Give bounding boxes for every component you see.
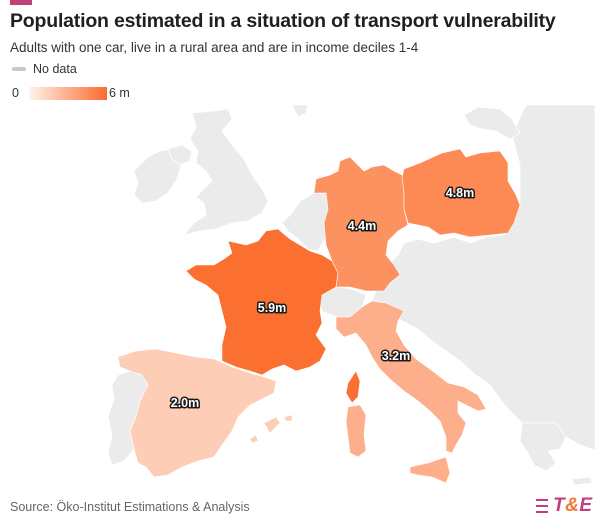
label-italy: 3.2m: [382, 349, 411, 363]
data-countries: [117, 148, 521, 484]
logo-amp: &: [565, 495, 580, 516]
label-poland: 4.8m: [446, 186, 475, 200]
country-crete[interactable]: [571, 476, 593, 486]
te-logo: T&E: [536, 495, 593, 517]
legend-no-data: No data: [12, 62, 77, 76]
brand-accent-bar: [10, 0, 32, 5]
source-note: Source: Öko-Institut Estimations & Analy…: [10, 500, 250, 514]
label-germany: 4.4m: [348, 219, 377, 233]
country-poland[interactable]: [401, 148, 521, 238]
country-balearics[interactable]: [263, 416, 281, 434]
label-spain: 2.0m: [171, 396, 200, 410]
country-denmark[interactable]: [291, 105, 309, 118]
country-baltics[interactable]: [463, 106, 521, 140]
logo-wordmark: T&E: [553, 495, 593, 517]
no-data-countries: [107, 105, 596, 486]
chart-title: Population estimated in a situation of t…: [10, 10, 556, 32]
europe-map: 5.9m 4.8m 4.4m 3.2m 2.0m: [0, 105, 605, 490]
country-balearics-menorca[interactable]: [283, 414, 293, 422]
country-italy[interactable]: [335, 300, 487, 454]
map-svg: 5.9m 4.8m 4.4m 3.2m 2.0m: [107, 105, 596, 486]
scale-min-label: 0: [12, 86, 19, 100]
country-sardinia[interactable]: [345, 404, 367, 458]
scale-max-label: 6 m: [108, 86, 130, 100]
country-united-kingdom[interactable]: [182, 108, 269, 236]
label-france: 5.9m: [258, 301, 287, 315]
country-greece[interactable]: [519, 422, 567, 472]
scale-gradient-bar: [28, 86, 107, 100]
country-spain[interactable]: [117, 348, 277, 478]
country-balearics-ibiza[interactable]: [249, 434, 259, 444]
country-sicily[interactable]: [409, 456, 451, 484]
legend-color-scale: 0 6 m: [12, 86, 130, 100]
logo-e: E: [579, 495, 593, 516]
country-northern-ireland[interactable]: [167, 144, 193, 166]
logo-t: T: [553, 495, 566, 516]
country-germany[interactable]: [313, 156, 409, 292]
no-data-label: No data: [33, 62, 77, 76]
chart-subtitle: Adults with one car, live in a rural are…: [10, 40, 419, 55]
stripes-icon: [536, 499, 548, 513]
country-corsica[interactable]: [345, 370, 361, 404]
no-data-swatch: [12, 67, 26, 71]
value-labels: 5.9m 4.8m 4.4m 3.2m 2.0m: [169, 185, 476, 412]
